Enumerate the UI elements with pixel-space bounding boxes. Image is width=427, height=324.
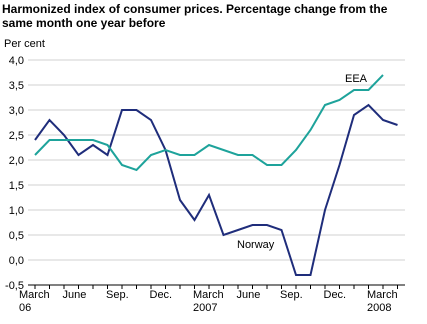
series-line: [34, 74, 384, 172]
y-tick-label: -0,5: [5, 280, 24, 292]
series-label: Norway: [237, 239, 275, 251]
series-label: EEA: [345, 73, 368, 85]
y-tick-label: 3,0: [9, 105, 24, 117]
x-tick-label: Dec.: [150, 289, 173, 301]
x-tick-label: Dec.: [324, 289, 347, 301]
y-tick-label: 3,5: [9, 80, 24, 92]
series-line: [34, 103, 398, 276]
x-tick-label: March 2007: [193, 289, 224, 314]
y-tick-label: 2,0: [9, 155, 24, 167]
y-tick-label: 0,0: [9, 255, 24, 267]
x-tick-label: June: [63, 289, 87, 301]
chart-title: Harmonized index of consumer prices. Per…: [2, 2, 388, 30]
x-tick-label: Sep.: [106, 289, 129, 301]
y-tick-label: 1,5: [9, 180, 24, 192]
x-tick-label: June: [237, 289, 261, 301]
x-tick-label: March 2008: [367, 289, 398, 314]
x-tick-label: March 06: [19, 289, 50, 314]
y-tick-label: 1,0: [9, 205, 24, 217]
y-tick-label: 4,0: [9, 55, 24, 67]
y-tick-label: 2,5: [9, 130, 24, 142]
y-tick-label: 0,5: [9, 230, 24, 242]
y-axis-label: Per cent: [4, 38, 45, 50]
x-tick-label: Sep.: [280, 289, 303, 301]
